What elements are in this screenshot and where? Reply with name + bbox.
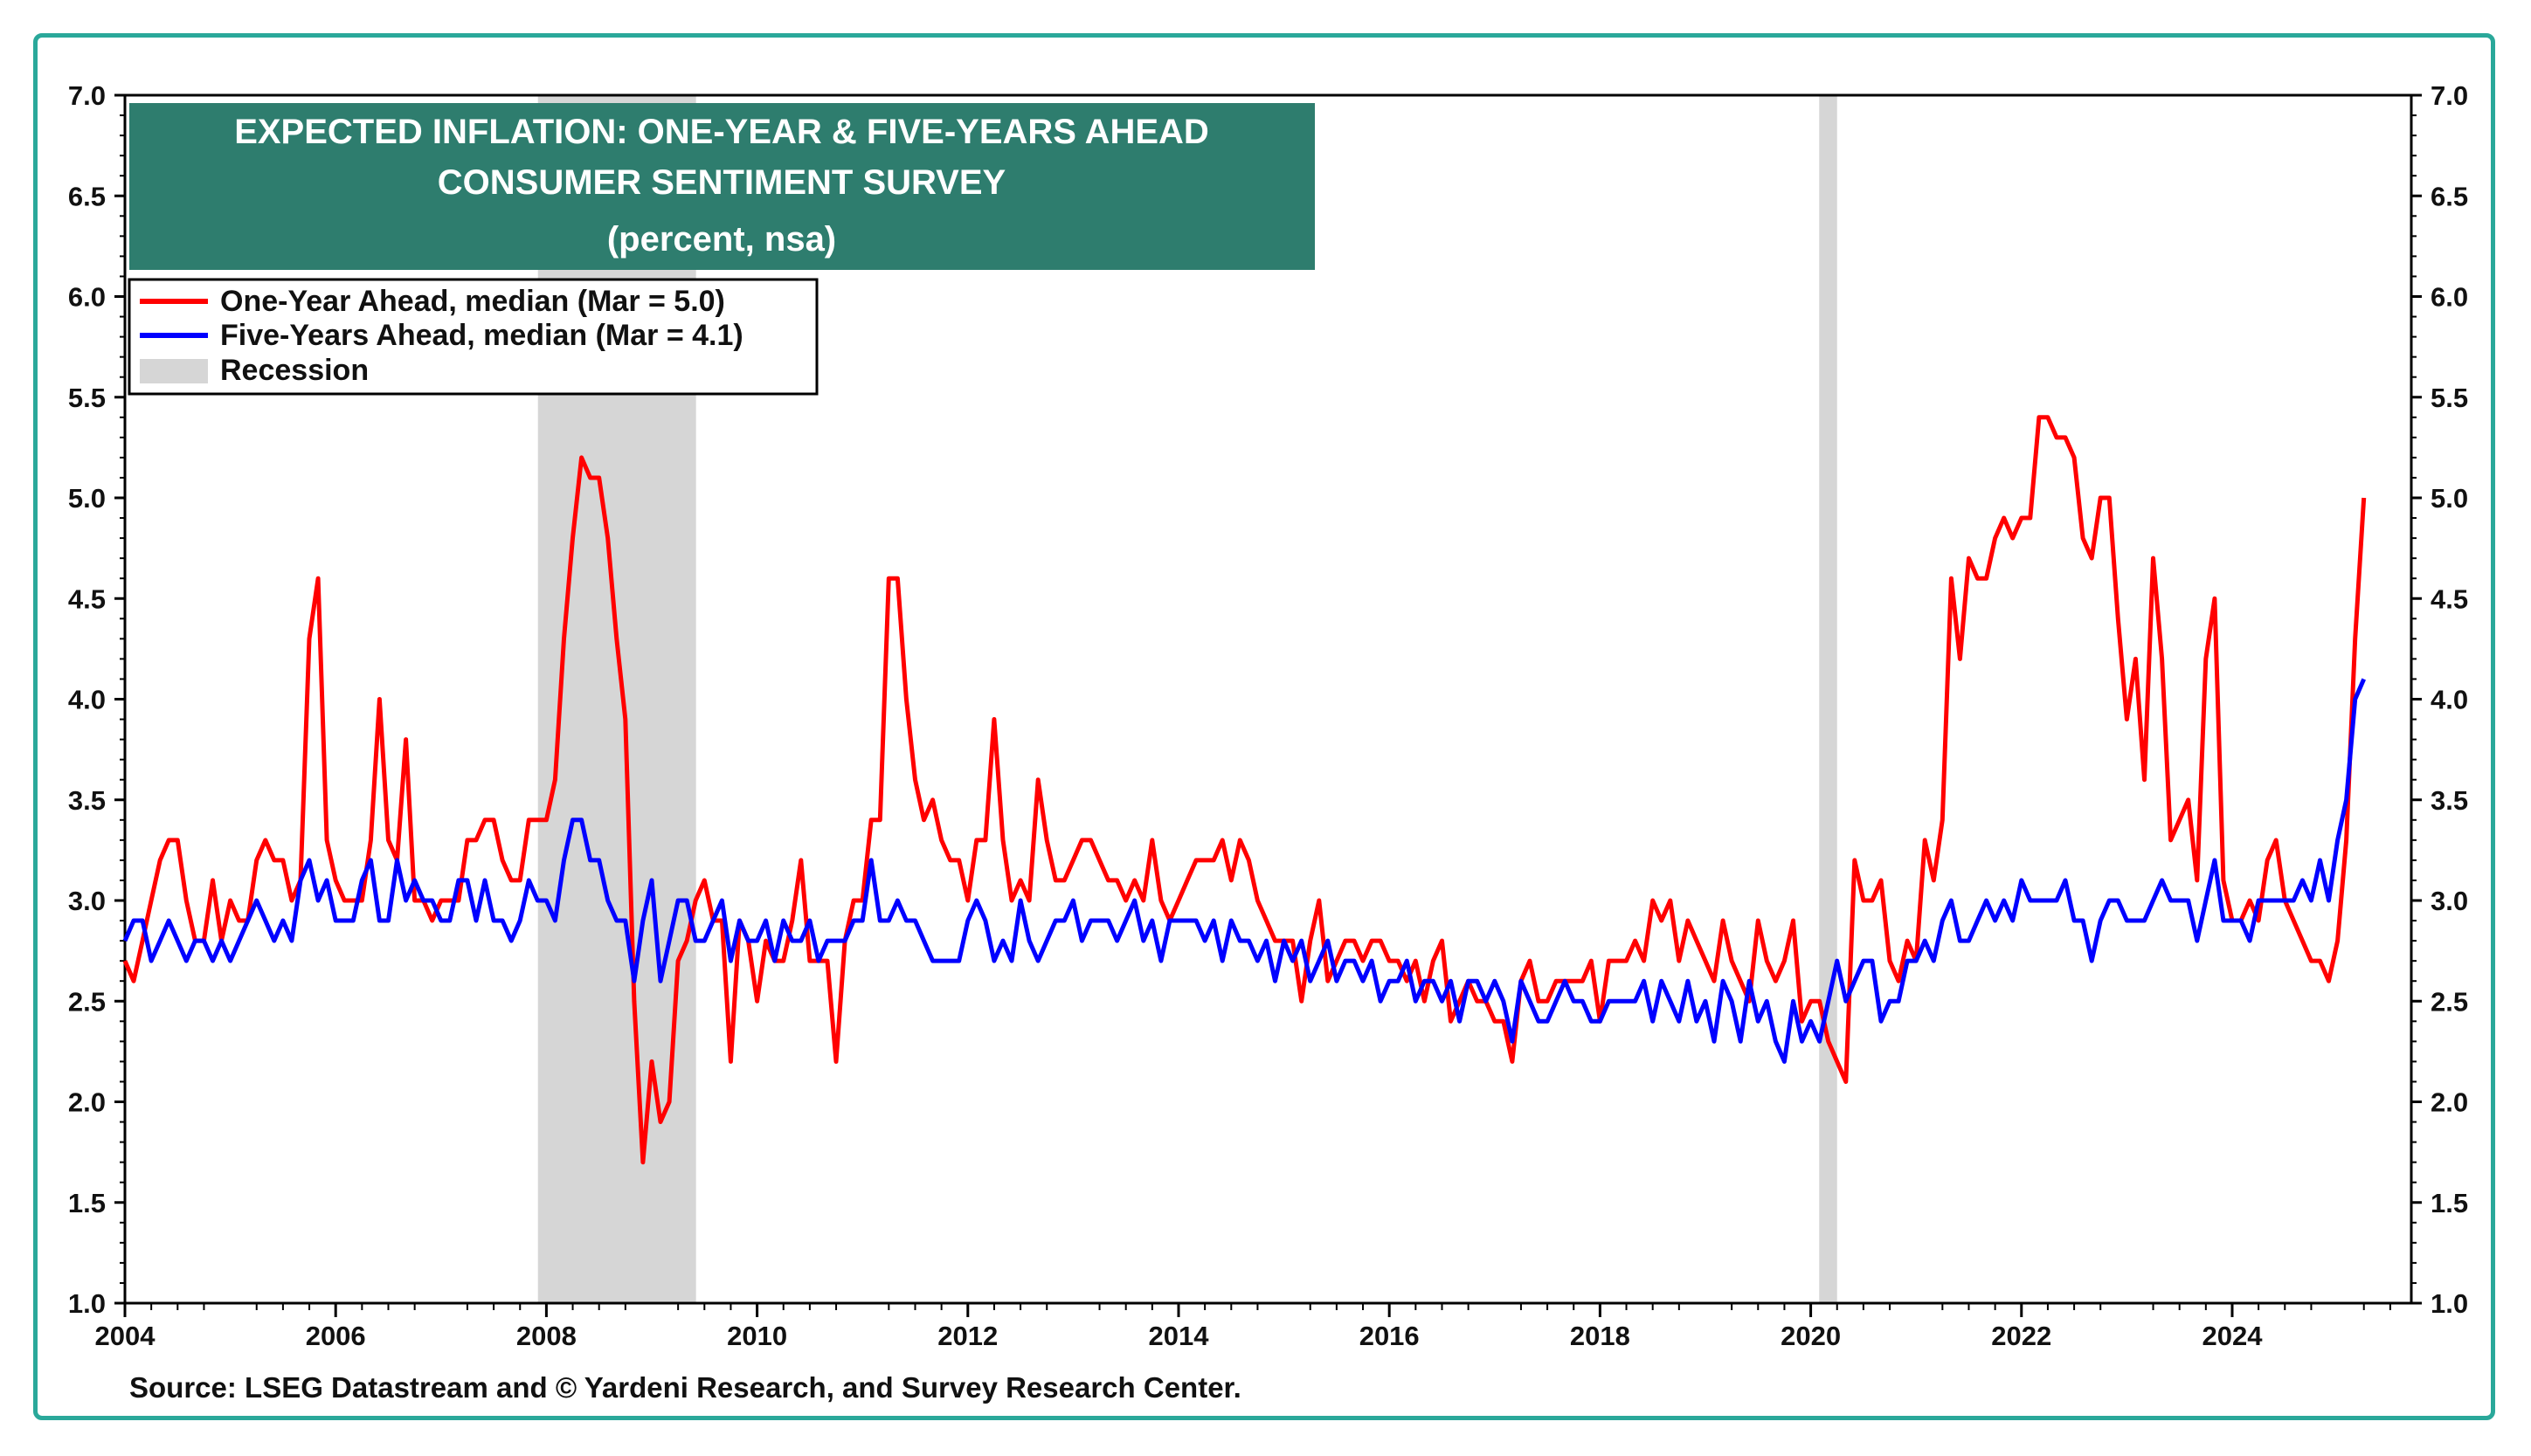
y-tick-label-left: 7.0	[68, 80, 106, 111]
chart-title-line-1: EXPECTED INFLATION: ONE-YEAR & FIVE-YEAR…	[234, 113, 1209, 151]
recession-band-1	[1819, 95, 1837, 1303]
y-tick-label-left: 3.5	[68, 785, 106, 816]
y-tick-label-left: 6.5	[68, 181, 106, 211]
y-tick-label-right: 1.0	[2431, 1288, 2468, 1319]
y-tick-label-right: 3.0	[2431, 886, 2468, 916]
y-tick-label-left: 4.0	[68, 685, 106, 715]
x-tick-label: 2016	[1359, 1321, 1420, 1351]
series-line-one-year-ahead	[122, 415, 2367, 1165]
y-tick-label-right: 4.5	[2431, 583, 2468, 614]
legend-label-recession: Recession	[220, 354, 369, 387]
y-tick-label-right: 6.0	[2431, 282, 2468, 313]
x-tick-label: 2022	[1991, 1321, 2051, 1351]
legend-swatch-recession	[140, 359, 208, 383]
x-tick-label: 2012	[937, 1321, 998, 1351]
x-tick-label: 2018	[1570, 1321, 1630, 1351]
legend-label-five-years: Five-Years Ahead, median (Mar = 4.1)	[220, 319, 743, 352]
legend: One-Year Ahead, median (Mar = 5.0) Five-…	[128, 278, 819, 396]
y-tick-label-left: 4.5	[68, 583, 106, 614]
y-tick-label-right: 2.5	[2431, 986, 2468, 1017]
y-tick-label-left: 1.5	[68, 1188, 106, 1218]
y-tick-label-right: 2.0	[2431, 1087, 2468, 1118]
y-tick-label-left: 2.5	[68, 986, 106, 1017]
y-tick-label-left: 5.0	[68, 483, 106, 514]
legend-label-one-year: One-Year Ahead, median (Mar = 5.0)	[220, 285, 725, 318]
y-tick-label-right: 6.5	[2431, 181, 2468, 211]
series-line-five-years-ahead	[122, 678, 2366, 1064]
x-tick-label: 2014	[1149, 1321, 1210, 1351]
x-tick-label: 2010	[727, 1321, 787, 1351]
x-tick-label: 2006	[306, 1321, 366, 1351]
x-tick-label: 2008	[516, 1321, 577, 1351]
series-lines	[122, 415, 2367, 1165]
x-tick-label: 2020	[1781, 1321, 1841, 1351]
chart-subtitle: (percent, nsa)	[607, 220, 836, 259]
y-tick-label-right: 3.5	[2431, 785, 2468, 816]
y-tick-label-right: 1.5	[2431, 1188, 2468, 1218]
y-tick-label-right: 7.0	[2431, 80, 2468, 111]
axis-ticks: 1.0 1.0 1.5 1.5 2.0 2.0 2.5 2.5 3.0 3.0 3.5 3.5 4.0 4…	[68, 80, 2468, 1351]
source-note: Source: LSEG Datastream and © Yardeni Re…	[129, 1371, 1241, 1404]
chart-title-box: EXPECTED INFLATION: ONE-YEAR & FIVE-YEAR…	[129, 103, 1315, 270]
y-tick-label-right: 5.0	[2431, 483, 2468, 514]
y-tick-label-right: 4.0	[2431, 685, 2468, 715]
y-tick-label-left: 2.0	[68, 1087, 106, 1118]
chart-title-line-2: CONSUMER SENTIMENT SURVEY	[438, 163, 1006, 202]
x-tick-label: 2004	[95, 1321, 156, 1351]
y-tick-label-left: 1.0	[68, 1288, 106, 1319]
y-tick-label-left: 3.0	[68, 886, 106, 916]
plot-area	[123, 93, 2413, 1305]
y-tick-label-right: 5.5	[2431, 383, 2468, 413]
x-tick-label: 2024	[2202, 1321, 2263, 1351]
y-tick-label-left: 6.0	[68, 282, 106, 313]
recession-bands	[537, 95, 1837, 1303]
y-tick-label-left: 5.5	[68, 383, 106, 413]
